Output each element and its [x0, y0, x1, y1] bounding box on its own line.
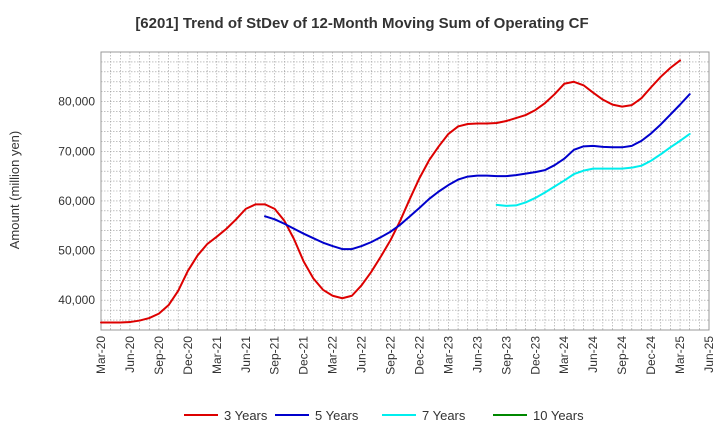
x-tick-label: Mar-20 [94, 336, 108, 374]
x-tick-label: Jun-24 [586, 336, 600, 373]
x-tick-label: Jun-20 [123, 336, 137, 373]
x-tick-label: Sep-20 [152, 336, 166, 375]
series-line-3-years [100, 59, 682, 324]
x-tick-label: Jun-23 [470, 336, 484, 373]
x-tick-label: Jun-21 [239, 336, 253, 373]
x-tick-labels: Mar-20 Jun-20 Sep-20 Dec-20 Mar-21 Jun-21 Sep-… [94, 336, 716, 375]
x-tick-label: Dec-22 [412, 336, 426, 375]
x-tick-label: Mar-25 [673, 336, 687, 374]
y-tick-label: 60,000 [58, 194, 95, 208]
legend-label-3-years: 3 Years [224, 408, 268, 423]
x-tick-label: Dec-23 [528, 336, 542, 375]
x-tick-label: Sep-22 [384, 336, 398, 375]
x-tick-label: Dec-20 [181, 336, 195, 375]
chart-title: [6201] Trend of StDev of 12-Month Moving… [135, 15, 588, 32]
y-tick-labels: 40,000 50,000 60,000 70,000 80,000 [58, 95, 95, 308]
series-layer [100, 59, 691, 324]
legend-label-7-years: 7 Years [422, 408, 466, 423]
x-tick-label: Dec-21 [297, 336, 311, 375]
x-tick-label: Mar-24 [557, 336, 571, 374]
x-tick-label: Mar-23 [441, 336, 455, 374]
legend-label-10-years: 10 Years [533, 408, 584, 423]
legend: 3 Years 5 Years 7 Years 10 Years [184, 408, 584, 423]
x-tick-label: Jun-25 [702, 336, 716, 373]
x-tick-label: Mar-21 [210, 336, 224, 374]
x-tick-label: Sep-24 [615, 336, 629, 375]
x-tick-label: Jun-22 [355, 336, 369, 373]
y-tick-label: 80,000 [58, 95, 95, 109]
y-axis-label: Amount (million yen) [7, 131, 22, 250]
x-tick-label: Sep-23 [499, 336, 513, 375]
x-tick-label: Sep-21 [268, 336, 282, 375]
y-tick-label: 70,000 [58, 144, 95, 158]
x-tick-label: Dec-24 [644, 336, 658, 375]
series-line-5-years [264, 93, 691, 251]
legend-label-5-years: 5 Years [315, 408, 359, 423]
y-tick-label: 40,000 [58, 293, 95, 307]
y-tick-label: 50,000 [58, 244, 95, 258]
x-tick-label: Mar-22 [326, 336, 340, 374]
series-line-7-years [495, 132, 691, 207]
